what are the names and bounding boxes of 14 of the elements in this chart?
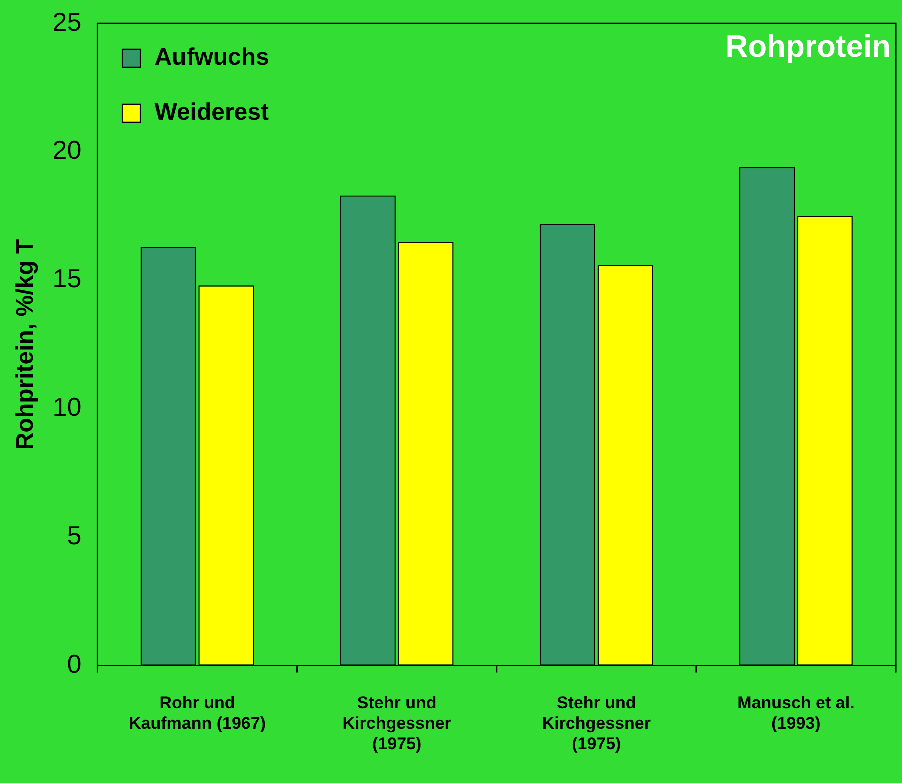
y-tick-label: 25 [52,6,82,37]
chart-title: Rohprotein [726,29,891,64]
x-tick-label: Stehr und Kirchgessner (1975) [342,694,452,754]
x-tick-label: Manusch et al. (1993) [738,694,855,734]
legend-label: Aufwuchs [154,44,270,72]
legend-label: Weiderest [154,99,269,126]
y-tick-label: 20 [52,135,82,166]
y-tick-label: 5 [67,520,82,551]
x-tick-label: Stehr und Kirchgessner (1975) [542,694,652,754]
x-tick-label: Rohr und Kaufmann (1967) [129,694,266,734]
y-tick-label: 10 [52,392,82,422]
y-tick-label: 15 [52,264,82,294]
y-tick-label: 0 [67,648,82,679]
y-axis-title: Rohpritein, %/kg T [12,239,40,450]
